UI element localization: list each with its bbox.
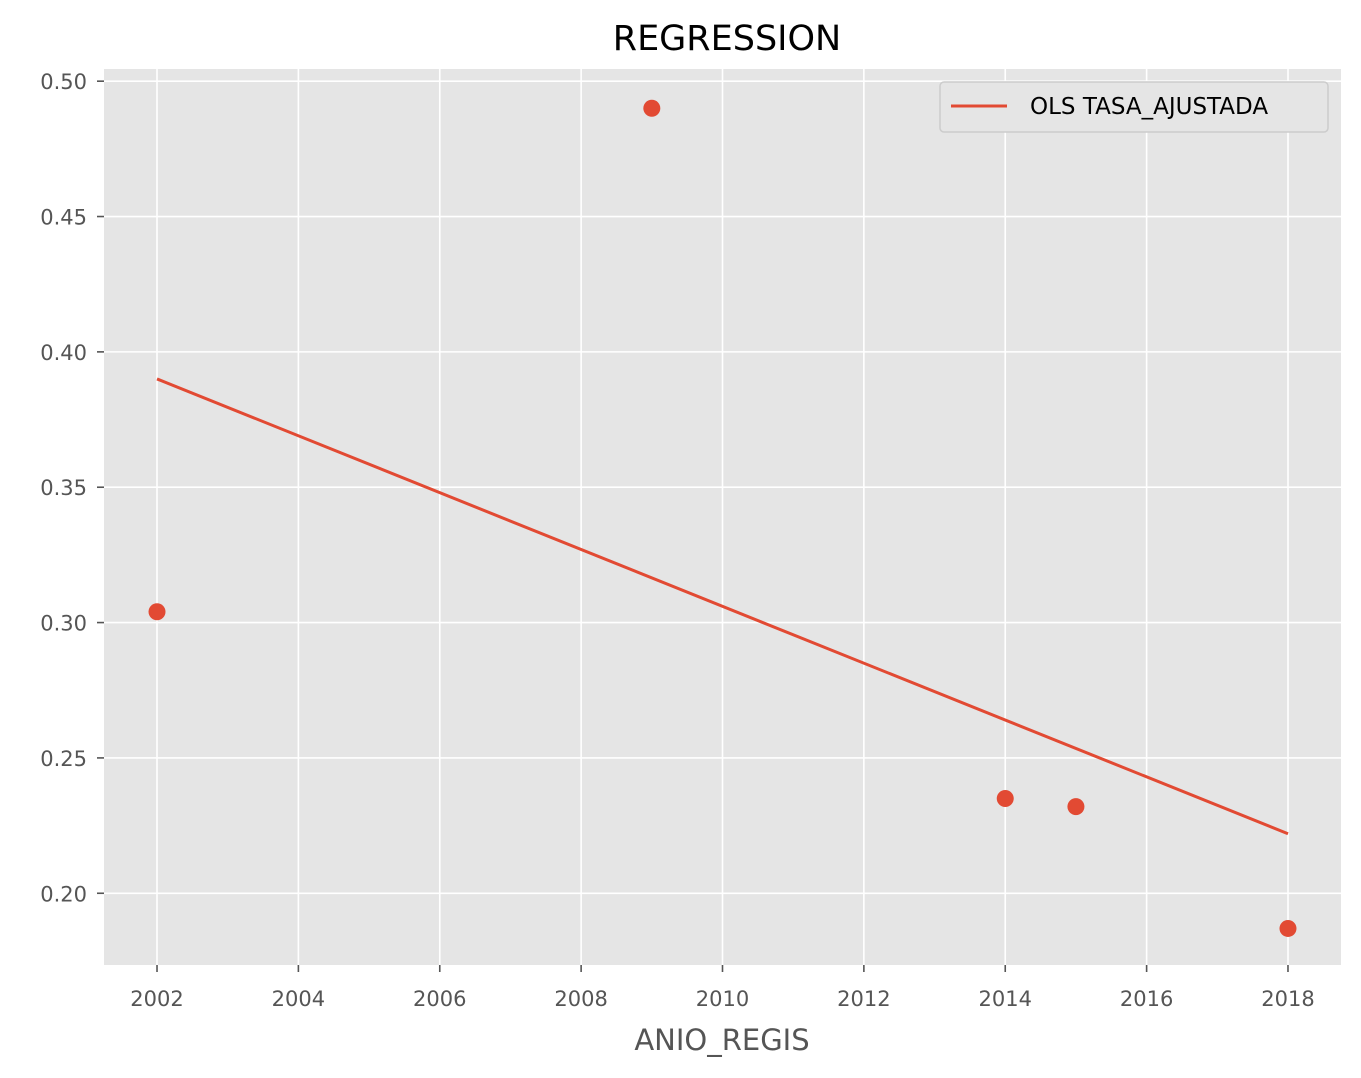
x-tick-label: 2016: [1120, 987, 1173, 1011]
y-tick-label: 0.30: [40, 612, 87, 636]
x-tick-label: 2012: [837, 987, 890, 1011]
y-tick-label: 0.35: [40, 476, 87, 500]
legend-label: OLS TASA_AJUSTADA: [1030, 94, 1268, 120]
x-tick-label: 2018: [1261, 987, 1314, 1011]
scatter-point: [1279, 919, 1297, 937]
x-axis-title: ANIO_REGIS: [634, 1023, 809, 1057]
y-tick-label: 0.20: [40, 882, 87, 906]
y-tick-label: 0.25: [40, 747, 87, 771]
x-tick-label: 2010: [696, 987, 749, 1011]
chart-title: REGRESSION: [613, 19, 841, 59]
y-tick-label: 0.50: [40, 70, 87, 94]
x-tick-label: 2004: [272, 987, 325, 1011]
scatter-point: [996, 790, 1014, 808]
x-tick-label: 2008: [554, 987, 607, 1011]
x-tick-label: 2002: [130, 987, 183, 1011]
grid-lines: [104, 69, 1341, 965]
regression-line: [156, 377, 1289, 836]
legend-box: [939, 81, 1329, 133]
scatter-point: [148, 603, 166, 621]
x-tick-label: 2014: [979, 987, 1032, 1011]
x-tick-label: 2006: [413, 987, 466, 1011]
y-tick-label: 0.45: [40, 206, 87, 230]
scatter-point: [643, 99, 661, 117]
data-marks: [148, 99, 1297, 937]
scatter-point: [1067, 798, 1085, 816]
legend: OLS TASA_AJUSTADA: [939, 81, 1329, 133]
y-tick-label: 0.40: [40, 341, 87, 365]
axis-ticks: 2002 2004 2006 2008 2010 2012 2014 2016 2018 0.20…: [40, 70, 1314, 1011]
